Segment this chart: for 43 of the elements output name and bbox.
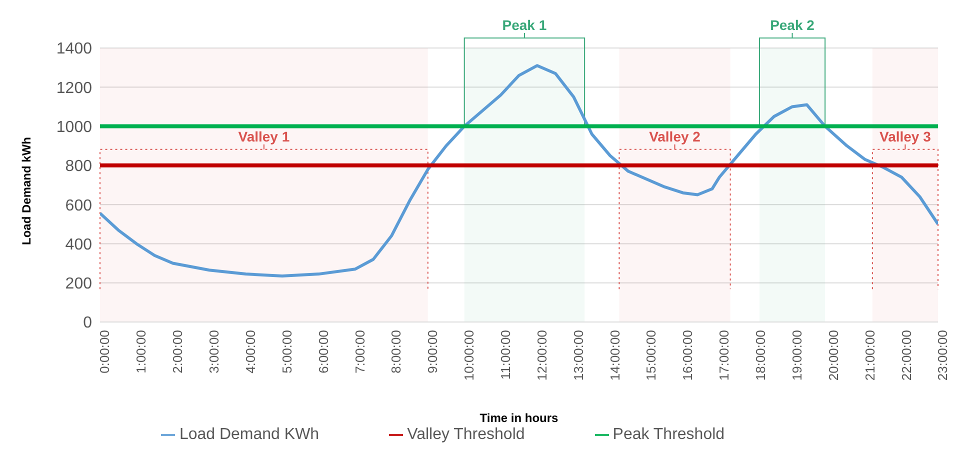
x-tick-label: 22:00:00 (898, 330, 914, 381)
x-tick-label: 16:00:00 (680, 330, 696, 381)
x-tick-label: 12:00:00 (534, 330, 550, 381)
x-tick-label: 21:00:00 (862, 330, 878, 381)
x-tick-label: 14:00:00 (607, 330, 622, 381)
y-tick-label: 200 (65, 276, 92, 293)
band-label: Peak 1 (502, 17, 547, 33)
x-tick-label: 5:00:00 (279, 330, 294, 374)
x-tick-label: 0:00:00 (97, 330, 112, 374)
x-tick-label: 8:00:00 (388, 330, 404, 374)
x-tick-label: 7:00:00 (352, 330, 368, 374)
y-tick-label: 800 (65, 158, 92, 176)
x-tick-label: 17:00:00 (716, 330, 732, 381)
x-tick-label: 9:00:00 (425, 330, 440, 374)
x-tick-label: 11:00:00 (498, 330, 514, 380)
x-tick-label: 4:00:00 (242, 330, 258, 374)
x-tick-label: 10:00:00 (462, 330, 477, 381)
x-tick-label: 20:00:00 (826, 330, 841, 381)
x-tick-label: 2:00:00 (170, 330, 186, 374)
y-tick-label: 600 (65, 197, 92, 214)
legend-label: Valley Threshold (407, 426, 525, 443)
x-tick-label: 13:00:00 (570, 330, 586, 381)
band-label: Peak 2 (770, 17, 815, 33)
line-series (100, 64, 938, 278)
band-label: Valley 2 (649, 128, 701, 144)
x-tick-label: 1:00:00 (134, 330, 149, 374)
y-tick-label: 0 (83, 314, 92, 332)
x-tick-label: 19:00:00 (789, 330, 804, 381)
band-label: Valley 1 (238, 128, 290, 144)
y-tick-label: 1000 (56, 118, 92, 136)
legend-label: Load Demand KWh (179, 426, 320, 443)
x-axis-title: Time in hours (480, 411, 559, 425)
band-label: Valley 3 (880, 128, 932, 144)
y-tick-label: 1200 (56, 80, 92, 97)
y-tick-label: 1400 (56, 40, 92, 58)
x-tick-label: 6:00:00 (316, 330, 331, 374)
x-tick-label: 3:00:00 (206, 330, 222, 374)
y-axis-title: Load Demand kWh (19, 136, 34, 245)
legend-label: Peak Threshold (612, 426, 725, 443)
y-tick-label: 400 (65, 236, 92, 254)
x-tick-label: 18:00:00 (753, 330, 768, 381)
x-tick-label: 23:00:00 (935, 330, 950, 381)
x-tick-label: 15:00:00 (644, 330, 659, 381)
